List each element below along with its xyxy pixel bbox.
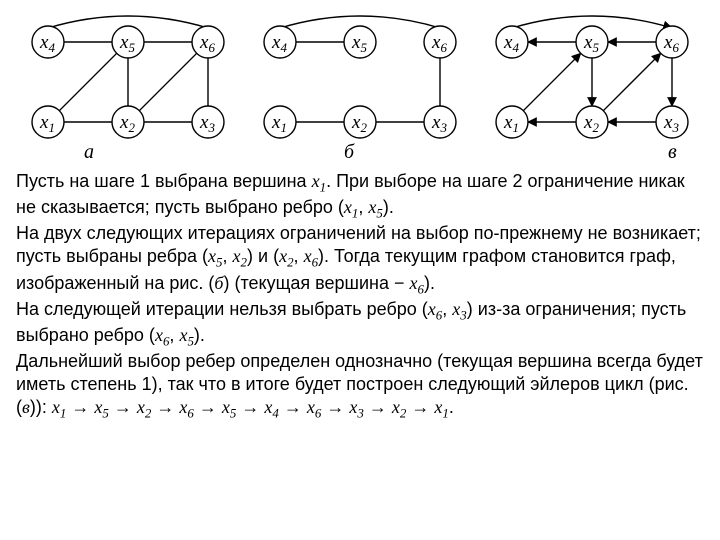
p3: На следующей итерации нельзя выбрать реб… [16, 299, 686, 345]
p4: Дальнейший выбор ребер определен однозна… [16, 351, 703, 417]
svg-text:б: б [344, 141, 355, 162]
graph-b: x4x5x6x1x2x3б [248, 12, 480, 162]
p1: Пусть на шаге 1 выбрана вершина x1. При … [16, 171, 685, 217]
svg-text:в: в [668, 141, 677, 162]
graph-a: x4x5x6x1x2x3а [16, 12, 248, 162]
svg-text:а: а [84, 141, 94, 162]
body-text: Пусть на шаге 1 выбрана вершина x1. При … [16, 170, 704, 422]
p2: На двух следующих итерациях ограничений … [16, 223, 701, 292]
graph-row: x4x5x6x1x2x3а x4x5x6x1x2x3б x4x5x6x1x2x3… [16, 12, 704, 162]
graph-c: x4x5x6x1x2x3в [480, 12, 712, 162]
